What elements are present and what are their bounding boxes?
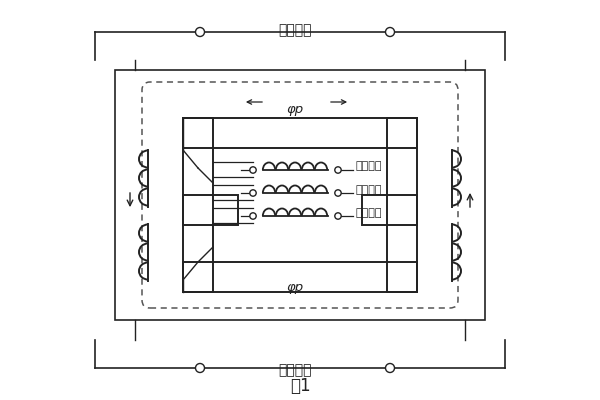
Text: 工作绕组: 工作绕组 <box>356 208 383 218</box>
Bar <box>183 195 238 225</box>
Circle shape <box>386 364 395 372</box>
Text: 二次绕组: 二次绕组 <box>278 23 312 37</box>
Circle shape <box>386 28 395 36</box>
Text: φp: φp <box>286 104 304 116</box>
Bar <box>183 262 417 292</box>
Bar <box>387 118 417 292</box>
Circle shape <box>335 213 341 219</box>
Bar <box>183 118 213 292</box>
Circle shape <box>196 364 205 372</box>
Bar <box>362 195 417 225</box>
Bar <box>183 118 417 148</box>
Text: φp: φp <box>286 282 304 294</box>
Circle shape <box>250 213 256 219</box>
Circle shape <box>335 190 341 196</box>
Text: 制动绕组: 制动绕组 <box>278 363 312 377</box>
Text: 平衡绕组: 平衡绕组 <box>356 161 383 171</box>
Circle shape <box>250 167 256 173</box>
Circle shape <box>335 167 341 173</box>
Circle shape <box>196 28 205 36</box>
Text: 平衡绕组: 平衡绕组 <box>356 185 383 195</box>
Circle shape <box>250 190 256 196</box>
Bar <box>115 70 485 320</box>
Text: 图1: 图1 <box>290 377 310 395</box>
